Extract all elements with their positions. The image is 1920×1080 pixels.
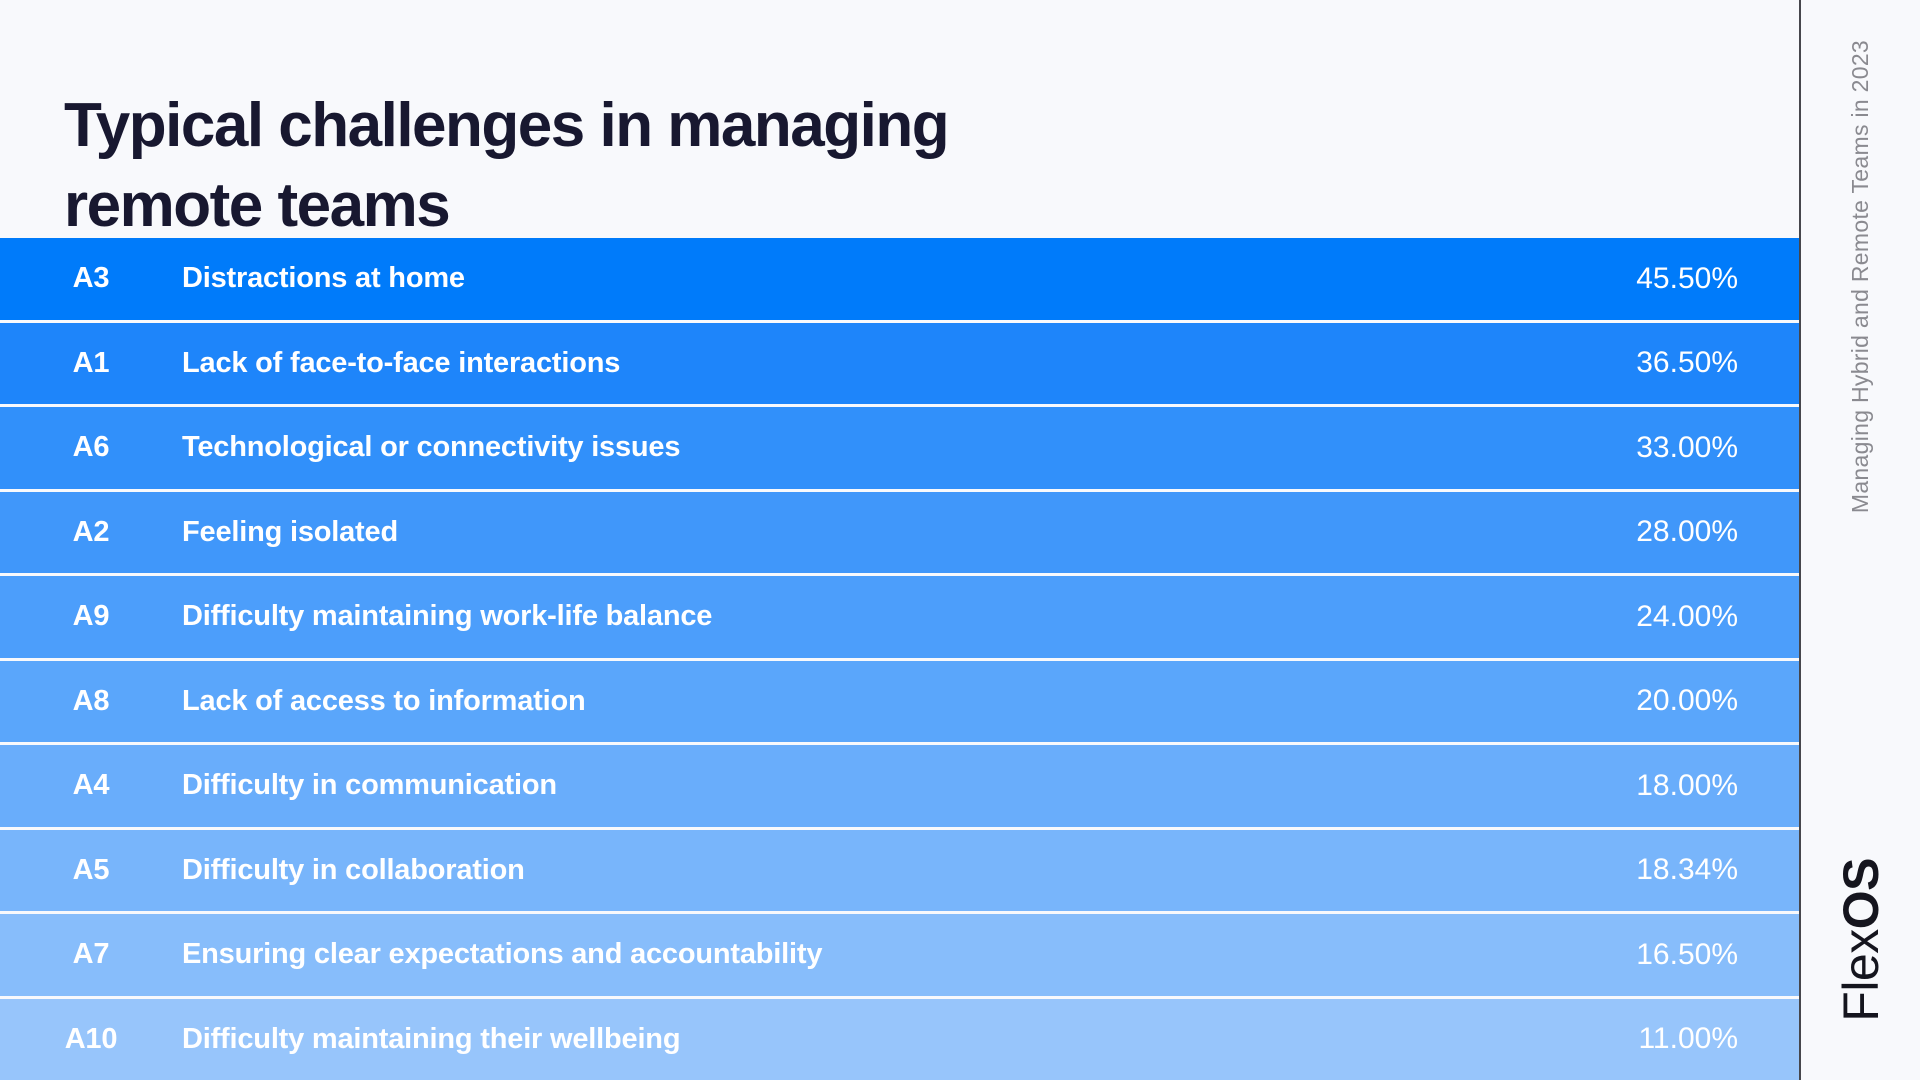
challenge-value: 16.50% <box>1636 937 1738 971</box>
challenge-value: 24.00% <box>1636 599 1738 633</box>
challenge-code: A5 <box>72 853 110 886</box>
challenge-value: 36.50% <box>1636 346 1738 380</box>
challenge-code: A6 <box>72 431 110 464</box>
challenge-label: Technological or connectivity issues <box>182 431 681 464</box>
challenge-value: 11.00% <box>1638 1022 1738 1056</box>
flexos-logo-flex: Flex <box>1832 929 1889 1022</box>
challenge-code: A7 <box>72 938 110 971</box>
flexos-logo-os: OS <box>1832 858 1889 930</box>
challenge-label: Ensuring clear expectations and accounta… <box>182 938 823 971</box>
challenge-value: 18.34% <box>1636 853 1738 887</box>
flexos-logo: FlexOS <box>1832 858 1890 1022</box>
challenge-label: Difficulty in communication <box>182 769 557 802</box>
page-title: Typical challenges in managing remote te… <box>64 90 950 240</box>
challenge-row: A6 Technological or connectivity issues … <box>0 407 1799 489</box>
challenge-label: Difficulty in collaboration <box>182 853 525 886</box>
challenge-label: Lack of access to information <box>182 684 586 717</box>
challenge-label: Lack of face-to-face interactions <box>182 346 621 379</box>
challenge-code: A9 <box>72 600 110 633</box>
challenge-row: A1 Lack of face-to-face interactions 36.… <box>0 322 1799 404</box>
challenge-code: A10 <box>64 1022 118 1055</box>
challenge-code: A8 <box>72 684 110 717</box>
challenge-value: 18.00% <box>1636 768 1738 802</box>
challenges-list: A3 Distractions at home 45.50% A1 Lack o… <box>0 238 1799 1080</box>
challenge-code: A3 <box>72 262 110 295</box>
challenge-row: A9 Difficulty maintaining work-life bala… <box>0 576 1799 658</box>
challenge-row: A5 Difficulty in collaboration 18.34% <box>0 829 1799 911</box>
challenge-value: 20.00% <box>1636 684 1738 718</box>
challenge-row: A2 Feeling isolated 28.00% <box>0 491 1799 573</box>
challenge-label: Difficulty maintaining their wellbeing <box>182 1022 681 1055</box>
challenge-row: A8 Lack of access to information 20.00% <box>0 660 1799 742</box>
vertical-divider <box>1799 0 1801 1080</box>
sidebar: Managing Hybrid and Remote Teams in 2023… <box>1801 0 1920 1080</box>
challenge-row: A3 Distractions at home 45.50% <box>0 238 1799 320</box>
challenge-label: Distractions at home <box>182 262 465 295</box>
challenge-value: 45.50% <box>1636 261 1738 295</box>
challenge-code: A2 <box>72 515 110 548</box>
challenge-value: 28.00% <box>1636 515 1738 549</box>
sidebar-caption: Managing Hybrid and Remote Teams in 2023 <box>1847 40 1873 514</box>
challenge-label: Feeling isolated <box>182 515 398 548</box>
challenge-code: A4 <box>72 769 110 802</box>
challenge-label: Difficulty maintaining work-life balance <box>182 600 713 633</box>
challenge-code: A1 <box>72 346 110 379</box>
challenge-row: A7 Ensuring clear expectations and accou… <box>0 914 1799 996</box>
challenge-row: A10 Difficulty maintaining their wellbei… <box>0 998 1799 1080</box>
challenge-row: A4 Difficulty in communication 18.00% <box>0 745 1799 827</box>
challenge-value: 33.00% <box>1636 430 1738 464</box>
